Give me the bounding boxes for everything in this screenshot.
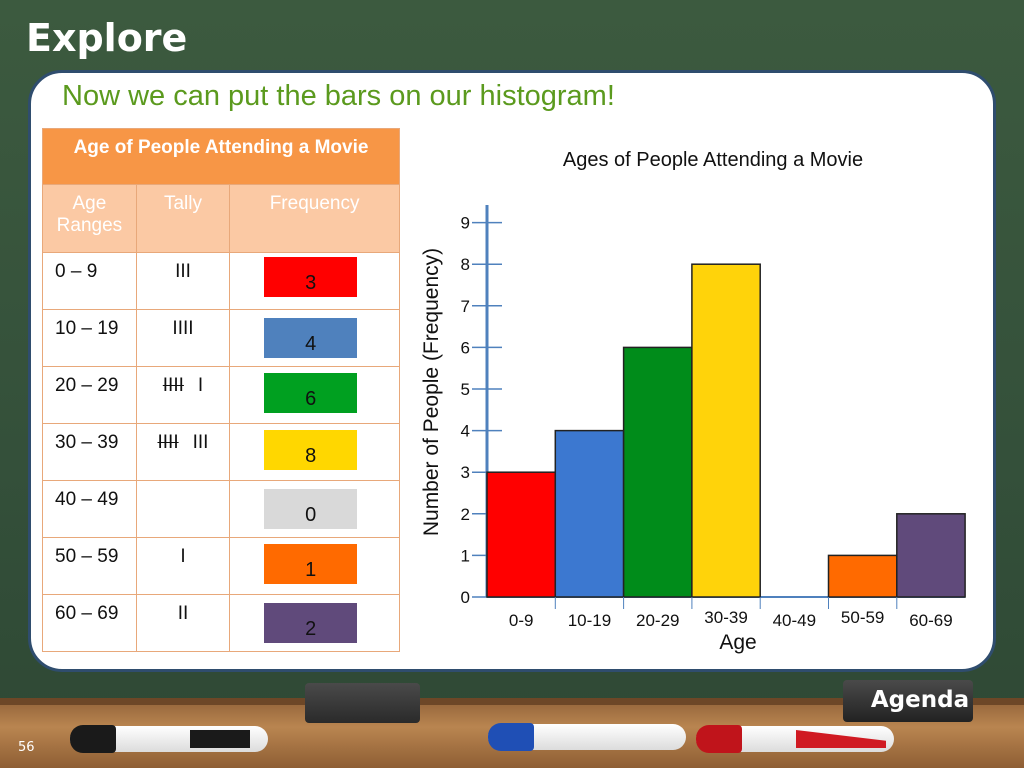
tally-cell: II [135,594,231,652]
tally-bundle: IIII [162,375,184,396]
age-range-cell: 30 – 39 [42,423,137,481]
table-row: 0 – 9 III 3 [42,252,400,310]
tally-rest: I [197,375,204,396]
y-tick-label: 9 [461,214,470,233]
table-row: 60 – 69 II 2 [42,594,400,652]
y-tick-label: 3 [461,463,470,482]
age-range-cell: 20 – 29 [42,366,137,424]
age-range-cell: 50 – 59 [42,537,137,595]
frequency-cell: 2 [229,594,400,652]
y-tick-label: 6 [461,338,470,357]
y-tick-label: 1 [461,546,470,565]
tally-cell: I [135,537,231,595]
age-range-cell: 60 – 69 [42,594,137,652]
bar-60-69 [896,513,966,598]
header-tally: Tally [135,184,231,253]
eraser-left [305,683,420,723]
bar-0-9 [486,471,557,598]
y-tick-label: 7 [461,297,470,316]
blue-marker [488,723,686,751]
frequency-value-box: 6 [264,373,358,413]
bar-30-39 [691,263,761,598]
table-row: 50 – 59 I 1 [42,537,400,595]
agenda-button[interactable]: Agenda [870,687,970,713]
x-tick-label: 10-19 [568,611,611,630]
frequency-cell: 0 [229,480,400,538]
y-tick-label: 0 [461,588,470,607]
frequency-table: Age of People Attending a Movie Age Rang… [42,128,400,652]
x-axis-label: Age [719,631,756,654]
frequency-value-box: 0 [264,489,358,529]
x-tick-label: 0-9 [509,611,534,630]
frequency-cell: 6 [229,366,400,424]
age-range-cell: 0 – 9 [42,252,137,310]
y-tick-label: 2 [461,505,470,524]
tally-bundle: IIII [157,432,179,453]
eraser-right [843,680,973,722]
x-tick-label: 40-49 [773,611,816,630]
chart-title: Ages of People Attending a Movie [563,149,863,171]
frequency-value-box: 2 [264,603,358,643]
y-tick-label: 5 [461,380,470,399]
chalk-ledge-edge [0,698,1024,707]
frequency-value-box: 3 [264,257,358,297]
tally-cell: III [135,252,231,310]
header-age-ranges: Age Ranges [42,184,137,253]
x-tick-label: 50-59 [841,608,884,627]
frequency-cell: 3 [229,252,400,310]
table-row: 40 – 49 0 [42,480,400,538]
tally-cell: IIII I [135,366,231,424]
page-title: Explore [26,16,188,60]
bar-20-29 [622,346,693,598]
y-axis-label: Number of People (Frequency) [420,248,443,536]
frequency-value-box: 4 [264,318,358,358]
slide-number: 56 [18,740,35,755]
black-marker [70,725,268,753]
y-tick-label: 8 [461,255,470,274]
frequency-cell: 4 [229,309,400,367]
table-row: 30 – 39 IIII III 8 [42,423,400,481]
age-range-cell: 10 – 19 [42,309,137,367]
x-tick-label: 60-69 [909,611,952,630]
bar-10-19 [554,429,625,598]
frequency-value-box: 1 [264,544,358,584]
bar-50-59 [827,554,898,598]
tally-rest: III [192,432,209,453]
frequency-value-box: 8 [264,430,358,470]
table-row: 20 – 29 IIII I 6 [42,366,400,424]
table-title: Age of People Attending a Movie [42,128,400,185]
x-tick-label: 20-29 [636,611,679,630]
red-marker [696,725,894,753]
header-frequency: Frequency [229,184,400,253]
x-tick-label: 30-39 [704,608,747,627]
y-tick-label: 4 [461,422,470,441]
slide-heading: Now we can put the bars on our histogram… [62,80,615,112]
frequency-cell: 8 [229,423,400,481]
table-row: 10 – 19 IIII 4 [42,309,400,367]
frequency-cell: 1 [229,537,400,595]
